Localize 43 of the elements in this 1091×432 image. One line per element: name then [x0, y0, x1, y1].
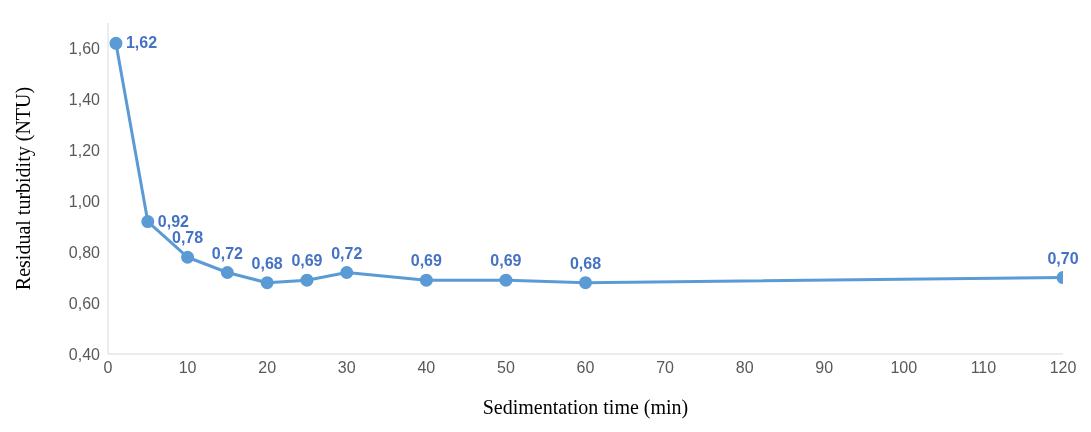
data-label: 0,92	[157, 212, 190, 230]
x-tick-label: 80	[735, 359, 754, 377]
y-tick-label: 0,40	[68, 345, 101, 363]
point	[419, 273, 433, 287]
data-label: 0,72	[331, 244, 363, 262]
data-label: 0,68	[251, 254, 283, 272]
point	[260, 276, 274, 290]
data-label: 0,72	[211, 244, 244, 262]
y-tick-label: 1,40	[68, 91, 101, 109]
y-tick-label: 1,60	[68, 40, 101, 58]
y-tick-label: 0,80	[68, 243, 101, 261]
x-tick-label: 120	[1049, 359, 1077, 377]
y-tick-label: 1,00	[68, 192, 101, 210]
data-label: 0,69	[410, 252, 443, 270]
point	[300, 273, 314, 287]
x-tick-label: 30	[337, 359, 356, 377]
x-tick-label: 70	[656, 359, 675, 377]
x-tick-label: 20	[258, 359, 277, 377]
data-label: 0,78	[172, 229, 204, 247]
x-tick-label: 90	[815, 359, 834, 377]
point	[141, 215, 155, 229]
x-tick-label: 0	[103, 359, 113, 377]
data-label: 0,69	[291, 252, 323, 270]
x-tick-label: 110	[970, 359, 997, 377]
x-axis-title: Sedimentation time (min)	[482, 396, 689, 419]
point	[220, 266, 234, 280]
x-tick-label: 100	[890, 359, 918, 377]
point	[340, 266, 354, 280]
x-tick-label: 10	[178, 359, 197, 377]
x-tick-label: 50	[497, 359, 515, 377]
data-label: 1,62	[125, 34, 158, 52]
x-tick-label: 60	[576, 359, 595, 377]
y-axis-title: Residual turbidity (NTU)	[12, 86, 36, 291]
data-label: 0,69	[490, 252, 522, 270]
x-tick-label: 40	[417, 359, 436, 377]
y-tick-label: 1,20	[68, 141, 101, 159]
point	[579, 276, 592, 290]
point	[499, 273, 513, 287]
y-tick-label: 0,60	[68, 294, 101, 312]
data-label: 0,68	[569, 254, 602, 272]
point	[181, 250, 195, 264]
data-label: 0,70	[1047, 249, 1079, 267]
point	[109, 36, 123, 50]
